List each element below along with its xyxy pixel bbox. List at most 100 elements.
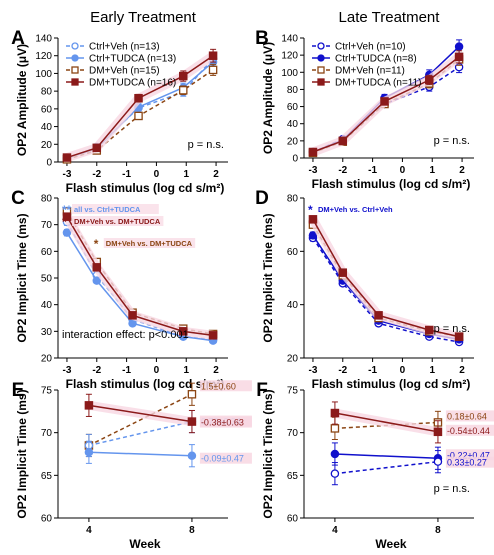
y-tick-label: 20 [287,354,299,365]
x-tick-label: -2 [338,165,347,176]
data-point [134,111,143,121]
data-point [454,42,464,51]
y-tick-label: 75 [41,386,53,397]
value-label: 1.5±0.60 [201,381,236,391]
legend-swatch-marker [71,78,79,86]
data-point [338,136,348,146]
value-label: -0.54±0.44 [447,426,490,436]
data-point [62,212,72,221]
x-tick-label: 2 [459,365,465,376]
x-tick-label: 0 [154,169,160,180]
significance-note: DM+Veh vs. Ctrl+Veh [318,205,393,214]
x-tick-label: 4 [332,525,338,536]
value-label: -0.38±0.63 [201,418,244,428]
x-tick-label: 0 [400,365,406,376]
y-tick-label: 80 [41,87,53,98]
value-label-bg [199,416,252,428]
annotation: p = n.s. [434,483,470,495]
legend-entry: DM+TUDCA (n=16) [89,78,176,89]
x-tick-label: 1 [429,165,435,176]
legend-entry: DM+TUDCA (n=11) [335,78,422,89]
annotation: p = n.s. [434,323,470,335]
data-point [92,143,102,153]
value-label-bg [199,380,252,392]
y-tick-label: 120 [281,51,298,62]
data-point [128,311,137,320]
data-point [208,65,218,75]
data-point [454,52,464,62]
x-axis-label: Week [129,537,160,550]
x-tick-label: -3 [62,365,71,376]
data-point [134,93,143,103]
data-point [92,263,102,272]
panel-label: E [12,380,25,401]
legend-swatch-marker [317,66,325,74]
legend-entry: DM+Veh (n=11) [335,66,405,77]
x-tick-label: 0 [154,365,160,376]
legend-entry: Ctrl+Veh (n=13) [89,42,160,53]
value-label-bg [199,452,252,464]
data-point [208,331,218,340]
data-point [84,401,94,410]
legend-entry: DM+Veh (n=15) [89,66,160,77]
legend-swatch-marker [317,78,325,86]
x-axis-label: Flash stimulus (log cd s/m²) [66,181,225,195]
y-axis-label: OP2 Implicit Time (ms) [261,213,275,342]
y-tick-label: 70 [287,428,299,439]
y-tick-label: 40 [41,300,53,311]
data-point [380,97,389,106]
series-highlight [309,217,461,342]
x-tick-label: 1 [183,169,189,180]
x-tick-label: 1 [183,365,189,376]
data-point [308,147,318,157]
value-label: 0.33±0.27 [447,458,487,468]
y-tick-label: 80 [287,85,299,96]
y-tick-label: 65 [287,471,299,482]
panel-label: C [11,188,25,209]
annotation: p = n.s. [434,135,470,147]
panel-label: D [255,188,269,209]
x-tick-label: 2 [213,365,219,376]
panel-label: F [256,380,268,401]
data-point [454,332,464,341]
y-tick-label: 80 [287,194,299,205]
legend-entry: Ctrl+TUDCA (n=8) [335,54,417,65]
y-tick-label: 40 [41,122,53,133]
significance-star: * [308,203,313,217]
data-point [433,457,443,466]
data-point [338,268,348,277]
significance-note: DM+Veh vs. DM+TUDCA [106,239,193,248]
data-point [425,325,434,335]
x-tick-label: 4 [86,525,92,536]
data-point [308,215,318,224]
data-point [330,469,340,478]
data-point [330,408,340,418]
y-tick-label: 0 [292,154,298,165]
series-line [88,404,193,423]
y-tick-label: 70 [41,220,53,231]
x-tick-label: -2 [338,365,347,376]
y-tick-label: 60 [41,247,53,258]
series-line [334,453,438,460]
data-point [208,51,218,60]
data-point [374,311,383,320]
data-point [308,231,318,240]
legend-swatch-marker [71,42,79,50]
series-line [88,420,193,447]
x-axis-label: Flash stimulus (log cd s/m²) [66,377,225,391]
x-tick-label: -1 [368,365,377,376]
data-point [330,449,340,459]
y-tick-label: 70 [41,428,53,439]
y-tick-label: 50 [41,274,53,285]
y-tick-label: 75 [287,386,299,397]
data-point [179,71,188,81]
data-point [179,86,188,95]
x-tick-label: -3 [308,165,317,176]
y-tick-label: 140 [281,34,298,45]
y-tick-label: 60 [287,514,299,525]
value-label: -0.22±0.47 [447,450,490,460]
x-axis-label: Flash stimulus (log cd s/m²) [312,377,471,391]
series-line [88,451,192,457]
